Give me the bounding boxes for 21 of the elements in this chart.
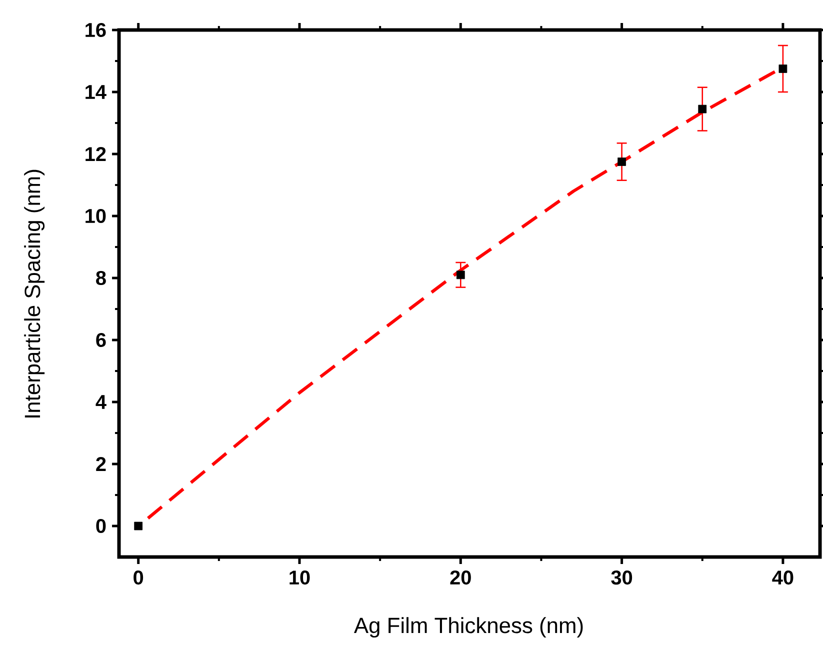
y-tick-label: 8 [96,270,106,286]
x-tick-label: 10 [290,570,310,585]
y-tick-label: 6 [96,332,106,348]
y-axis-title: Interparticle Spacing (nm) [24,170,45,418]
y-tick-label: 4 [96,395,106,409]
point [456,270,465,280]
y-tick-label: 14 [86,85,106,99]
y-tick-label: 10 [86,208,106,224]
x-tick-label: 30 [611,570,632,585]
y-tick-label: 2 [96,457,106,471]
point [618,158,626,166]
point [134,522,143,530]
y-tick-label: 12 [86,147,106,161]
y-tick-label: 16 [86,22,106,38]
x-axis-title: Ag Film Thickness (nm) [354,617,583,638]
point [698,104,707,114]
x-tick-label: 0 [134,570,144,585]
x-tick-label: 20 [450,570,471,585]
x-tick-label: 40 [772,570,794,585]
point [778,64,788,73]
y-tick-label: 0 [96,518,106,534]
